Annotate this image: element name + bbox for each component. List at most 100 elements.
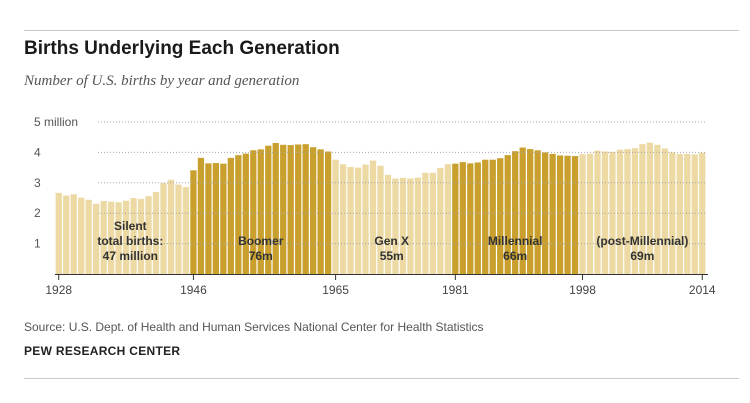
top-rule: [24, 30, 739, 31]
bar-1962: [310, 147, 317, 274]
bar-1942: [160, 183, 167, 274]
bar-1952: [235, 155, 242, 274]
bar-1991: [527, 149, 534, 274]
bar-1988: [504, 155, 511, 274]
bar-1945: [182, 187, 190, 274]
bar-2001: [601, 151, 609, 274]
publisher-name: PEW RESEARCH CENTER: [24, 344, 181, 358]
generation-label: Silent: [114, 219, 147, 233]
generation-label: 76m: [249, 249, 273, 263]
chart-title: Births Underlying Each Generation: [24, 38, 340, 59]
bar-1939: [137, 198, 145, 274]
bar-1964: [324, 151, 332, 274]
bar-1999: [586, 153, 594, 274]
bar-2013: [691, 154, 698, 274]
bar-2012: [684, 153, 691, 274]
bar-1937: [122, 200, 130, 274]
bar-1978: [429, 172, 437, 274]
bar-2002: [609, 151, 616, 274]
generation-label: Boomer: [238, 234, 284, 248]
bar-1990: [519, 147, 526, 274]
bar-1949: [212, 163, 220, 274]
bar-1994: [549, 153, 556, 274]
bar-1992: [534, 150, 541, 274]
x-tick-label: 2014: [689, 283, 716, 297]
bar-1986: [489, 159, 496, 274]
bar-1938: [130, 198, 137, 274]
bar-1976: [414, 177, 422, 274]
x-tick-label: 1981: [442, 283, 469, 297]
bar-1936: [115, 202, 122, 274]
y-tick-label: 4: [34, 145, 41, 159]
bar-2007: [646, 142, 654, 274]
bar-1941: [152, 191, 160, 274]
bar-2009: [661, 148, 668, 274]
bar-2011: [676, 153, 683, 274]
generation-label: 69m: [630, 249, 654, 263]
bar-1929: [63, 195, 70, 274]
bar-1968: [354, 167, 362, 274]
bar-1996: [564, 155, 571, 274]
y-tick-label: 3: [34, 176, 41, 190]
generation-label: Gen X: [374, 234, 409, 248]
bottom-rule: [24, 378, 739, 379]
bar-1984: [474, 162, 481, 274]
bar-1972: [384, 174, 392, 274]
bar-1965: [332, 159, 339, 274]
y-tick-label: 1: [34, 237, 41, 251]
bar-1967: [347, 166, 354, 274]
bar-1943: [167, 179, 175, 274]
generation-label: total births:: [97, 234, 163, 248]
bar-1969: [362, 164, 369, 274]
bar-1973: [392, 178, 399, 274]
bar-1960: [295, 144, 302, 274]
bar-1947: [197, 157, 205, 274]
bar-1963: [317, 149, 324, 274]
x-tick-label: 1965: [322, 283, 349, 297]
bar-2005: [631, 148, 639, 274]
bar-1959: [287, 145, 294, 274]
bar-1940: [145, 196, 152, 274]
bar-1970: [369, 160, 377, 274]
bar-1946: [190, 170, 197, 274]
bar-1966: [339, 164, 347, 274]
bar-1958: [280, 144, 287, 274]
x-tick-label: 1946: [180, 283, 207, 297]
bar-2004: [624, 149, 631, 274]
bar-1954: [250, 150, 257, 274]
x-tick-label: 1998: [569, 283, 596, 297]
y-tick-label: 5 million: [34, 115, 78, 129]
bar-1931: [78, 197, 85, 274]
bar-1957: [272, 142, 279, 274]
bar-2000: [594, 150, 601, 274]
bar-1971: [377, 165, 384, 274]
bar-1961: [302, 144, 309, 274]
bar-1979: [437, 167, 444, 274]
bar-1983: [467, 163, 474, 274]
bar-1982: [459, 162, 466, 274]
y-tick-label: 2: [34, 206, 41, 220]
bar-2010: [669, 152, 676, 274]
bar-1935: [107, 201, 115, 274]
generation-label: Millennial: [488, 234, 543, 248]
generation-label: 47 million: [103, 249, 158, 263]
bar-2008: [654, 144, 661, 274]
births-bar-chart: 1 2 3 4 5 million 1928 1946 1965 1981 1998 2014 Sil…: [34, 115, 716, 297]
bar-1930: [70, 194, 77, 274]
bar-1997: [571, 156, 579, 274]
bar-2003: [616, 149, 624, 274]
bar-1981: [452, 163, 459, 274]
generation-label: 66m: [503, 249, 527, 263]
bar-1989: [512, 151, 519, 274]
bar-1987: [497, 158, 504, 274]
bar-1944: [175, 184, 182, 274]
bar-1934: [100, 201, 107, 274]
bar-2006: [639, 144, 646, 274]
bar-1928: [55, 192, 62, 274]
x-tick-label: 1928: [45, 283, 72, 297]
generation-label: (post-Millennial): [596, 234, 688, 248]
bar-1974: [399, 177, 407, 274]
source-note: Source: U.S. Dept. of Health and Human S…: [24, 320, 484, 334]
bar-1955: [257, 149, 264, 274]
bar-1995: [556, 155, 564, 274]
